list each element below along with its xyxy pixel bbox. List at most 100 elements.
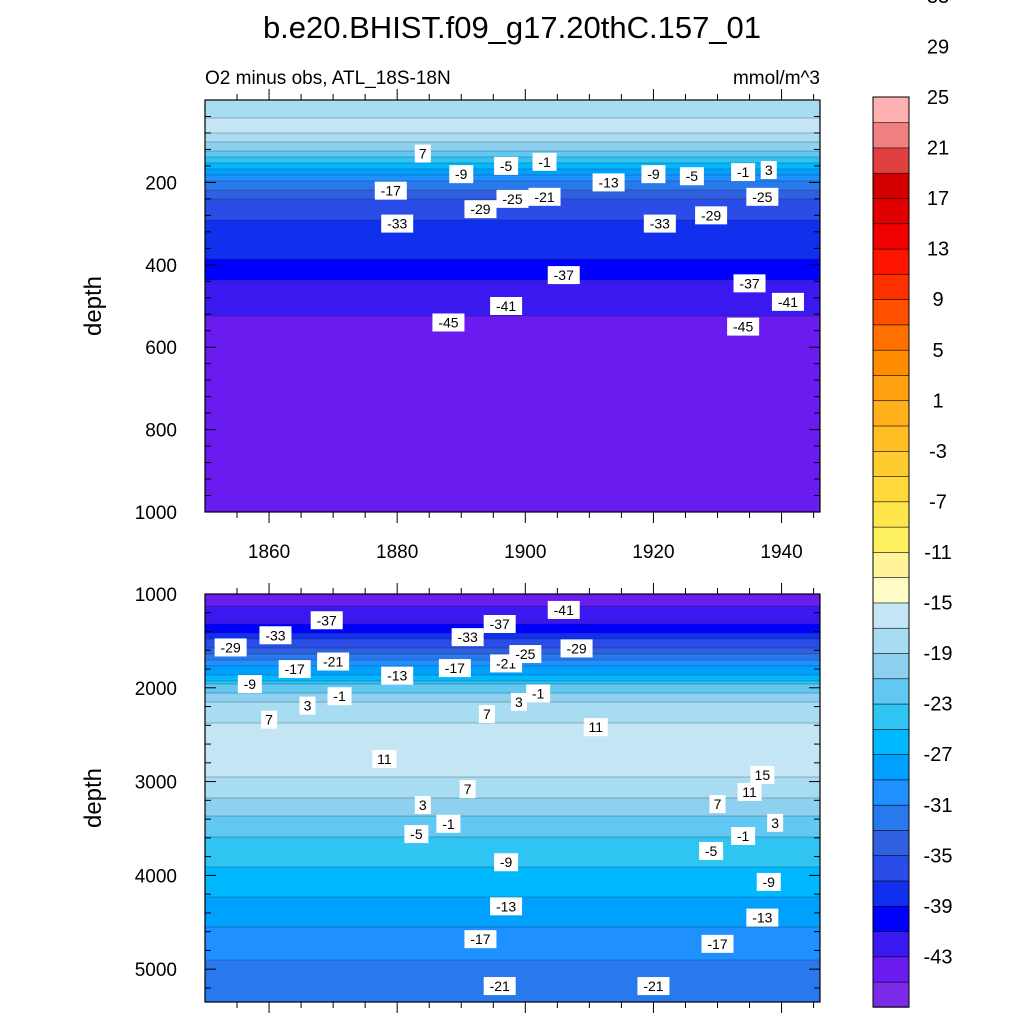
upper-contour-label: -17 — [374, 181, 407, 200]
upper-contour-label: 7 — [414, 144, 431, 163]
contour-label-box — [695, 206, 728, 225]
upper-contour-label: -37 — [547, 266, 580, 285]
chart-title: b.e20.BHIST.f09_g17.20thC.157_01 — [263, 10, 761, 45]
contour-label-text: 15 — [755, 767, 771, 783]
contour-label-box — [261, 710, 278, 729]
contour-label-box — [583, 718, 608, 737]
contour-label-text: -17 — [445, 660, 465, 676]
contour-label-text: -21 — [490, 978, 510, 994]
contour-label-text: 11 — [742, 784, 757, 800]
upper-fill-band — [205, 100, 820, 119]
contour-label-text: -37 — [317, 612, 337, 628]
contour-label-text: -13 — [387, 668, 407, 684]
upper-fill-band — [205, 151, 820, 158]
contour-label-text: -29 — [701, 207, 721, 223]
colorbar-swatch — [872, 501, 910, 528]
lower-contour-label: -29 — [214, 638, 247, 657]
contour-label-text: -17 — [285, 661, 305, 677]
colorbar-frame — [872, 96, 910, 1008]
upper-contour-label: -41 — [490, 297, 523, 315]
contour-label-box — [641, 165, 666, 184]
contour-label-box — [327, 687, 352, 706]
upper-contour-label: -33 — [381, 214, 414, 233]
x-tick-label: 1920 — [632, 542, 674, 563]
x-tick-label: 1940 — [760, 542, 802, 563]
contour-label-box — [299, 696, 316, 715]
colorbar-label: 1 — [932, 390, 943, 412]
lower-fill-band — [205, 723, 820, 778]
contour-label-text: -5 — [705, 843, 718, 859]
colorbar-label: 33 — [927, 0, 949, 8]
contour-label-box — [592, 173, 625, 192]
contour-label-text: -13 — [752, 910, 772, 926]
contour-label-text: -13 — [496, 898, 516, 914]
contour-label-text: 7 — [464, 781, 472, 797]
lower-contour-label: 11 — [583, 718, 608, 737]
colorbar-swatch — [872, 172, 910, 199]
contour-label-text: -25 — [752, 189, 772, 205]
contour-label-text: -5 — [500, 158, 513, 174]
contour-label-text: -29 — [221, 639, 241, 655]
contour-label-text: -13 — [598, 174, 618, 190]
lower-contour-label: 7 — [459, 780, 476, 799]
y-tick-label: 1000 — [135, 503, 177, 524]
contour-label-box — [737, 782, 762, 801]
colorbar-swatch — [872, 627, 910, 654]
contour-label-box — [637, 977, 670, 996]
contour-label-box — [372, 750, 397, 769]
lower-fill-band — [205, 702, 820, 724]
lower-contour-label: -37 — [483, 615, 516, 634]
lower-fill-band — [205, 798, 820, 817]
upper-contour-label: -25 — [746, 187, 779, 206]
lower-contour-label: -21 — [483, 977, 516, 996]
lower-fill-band — [205, 675, 820, 682]
contour-label-box — [459, 780, 476, 799]
contour-label-box — [464, 930, 497, 949]
colorbar-swatch — [872, 526, 910, 553]
colorbar-swatch — [872, 981, 910, 1008]
contour-label-box — [509, 645, 542, 664]
contour-label-text: 7 — [419, 146, 427, 162]
colorbar-label: 5 — [932, 340, 943, 362]
contour-label-text: 3 — [771, 815, 779, 831]
contour-label-box — [760, 161, 777, 180]
contour-label-box — [451, 628, 484, 647]
contour-label-text: -1 — [532, 685, 545, 701]
colorbar-swatch — [872, 551, 910, 578]
contour-label-box — [733, 274, 766, 293]
contour-label-text: -1 — [333, 688, 346, 704]
contour-label-box — [494, 853, 519, 872]
upper-contour-label: 3 — [760, 161, 777, 180]
contour-label-box — [731, 163, 756, 182]
contour-label-text: -33 — [650, 216, 670, 232]
contour-label-text: -21 — [323, 654, 343, 670]
colorbar-swatch — [872, 753, 910, 781]
contour-label-text: -1 — [737, 164, 750, 180]
contour-label-box — [317, 652, 350, 671]
colorbar-swatch — [872, 425, 910, 452]
y-tick-label: 600 — [145, 338, 177, 359]
colorbar-swatch — [872, 121, 910, 149]
colorbar-swatch — [872, 450, 910, 477]
upper-fill-band — [205, 259, 820, 281]
colorbar-swatch — [872, 779, 910, 806]
upper-contour-label: -29 — [695, 206, 728, 225]
upper-contour-label: -21 — [528, 187, 561, 206]
colorbar-swatch — [872, 855, 910, 882]
contour-label-box — [214, 638, 247, 657]
contour-label-text: 7 — [483, 706, 491, 722]
contour-label-box — [310, 611, 343, 630]
colorbar-swatch — [872, 930, 910, 958]
contour-label-box — [237, 675, 262, 694]
contour-label-text: 3 — [515, 694, 523, 710]
contour-label-box — [278, 660, 311, 679]
contour-label-text: -17 — [707, 936, 727, 952]
upper-fill-band — [205, 220, 820, 260]
lower-contour-label: -33 — [259, 626, 292, 645]
contour-label-text: -5 — [410, 826, 423, 842]
upper-contour-label: -37 — [733, 274, 766, 293]
contour-label-box — [643, 214, 676, 233]
upper-plot-frame — [204, 99, 821, 513]
contour-label-box — [381, 214, 414, 233]
contour-label-text: -5 — [686, 168, 699, 184]
